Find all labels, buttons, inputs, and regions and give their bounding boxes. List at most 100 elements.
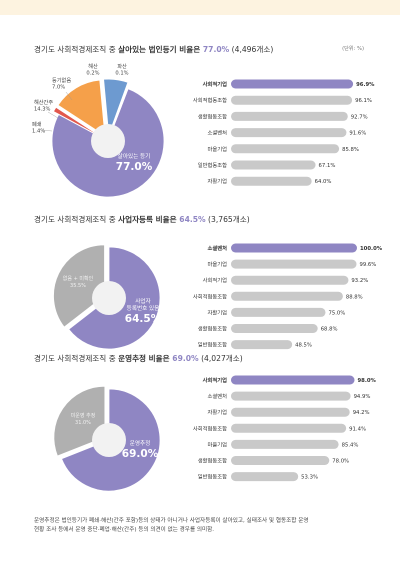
title-count: (4,496개소) [229, 45, 274, 54]
bar-value-label: 48.5% [295, 343, 312, 349]
pie-center-hole [92, 281, 126, 315]
bar [231, 340, 293, 350]
pie-slice [103, 78, 129, 136]
bar-category-label: 사회적기업 [203, 276, 227, 284]
slice-value-label: 35.5% [70, 283, 86, 289]
bar-category-label: 생활협동조합 [198, 112, 227, 120]
leader-line [47, 111, 59, 119]
slice-value-label: 69.0% [122, 448, 159, 460]
bar-category-label: 사회적협동조합 [193, 424, 227, 432]
title-count: (4,027개소) [198, 354, 243, 363]
title-prefix: 경기도 사회적경제조직 중 [34, 215, 119, 224]
slice-value-label: 64.5% [125, 313, 162, 325]
bar [231, 243, 357, 253]
bar-value-label: 75.0% [329, 310, 346, 316]
highlight-backdrop [171, 374, 231, 386]
bar-value-label: 85.4% [342, 442, 359, 448]
bar [231, 472, 299, 482]
bar-category-label: 일반협동조합 [198, 161, 227, 169]
bar-value-label: 92.7% [351, 114, 368, 120]
bar [231, 144, 340, 154]
title-percent: 69.0% [172, 354, 199, 363]
bar-value-label: 64.0% [315, 179, 332, 185]
bar-category-label: 사회적협동조합 [193, 292, 227, 300]
bar-value-label: 96.9% [356, 82, 375, 88]
pie-center-hole [92, 423, 126, 457]
unit-label: (단위: %) [342, 46, 364, 52]
bar [231, 79, 354, 89]
bar [231, 375, 355, 385]
bar-value-label: 98.0% [357, 378, 376, 384]
bar [231, 259, 357, 269]
slice-value-label: 0.2% [86, 71, 99, 77]
bar-category-label: 사회적기업 [203, 376, 227, 384]
bar-category-label: 일반협동조합 [198, 473, 227, 481]
bar-category-label: 생활협동조합 [198, 325, 227, 333]
slice-value-label: 14.3% [34, 107, 51, 113]
bar-value-label: 94.2% [353, 410, 370, 416]
bar-category-label: 생활협동조합 [198, 457, 227, 465]
footnote-line: 운영추정은 법인등기가 폐쇄·해산(간주 포함)등의 상태가 아니거나 사업자등… [34, 518, 309, 524]
title-percent: 77.0% [202, 45, 230, 54]
slice-value-label: 1.4% [32, 129, 45, 135]
bar [231, 307, 326, 317]
slice-value-label: 7.0% [52, 85, 65, 91]
slice-label: 등기없음 [52, 76, 71, 84]
top-band [0, 0, 400, 15]
bar-category-label: 자활기업 [208, 408, 228, 416]
slice-label: 해산 [88, 62, 98, 70]
bar [231, 160, 316, 170]
bar [231, 439, 339, 449]
pie-slice [109, 82, 131, 136]
bar [231, 456, 330, 465]
chart-title: 경기도 사회적경제조직 중 운영추정 비율은 69.0% (4,027개소) [34, 353, 243, 364]
bar-value-label: 96.1% [355, 98, 372, 104]
bar-category-label: 자활기업 [208, 177, 228, 185]
bar [231, 423, 347, 433]
bar [231, 128, 347, 138]
bar-category-label: 사회적협동조합 [193, 96, 227, 104]
chart-title: 경기도 사회적경제조직 중 살아있는 법인등기 비율은 77.0% (4,496… [34, 44, 273, 55]
bar-value-label: 88.8% [346, 294, 363, 300]
bar-category-label: 일반협동조합 [198, 341, 227, 349]
bar-category-label: 마을기업 [208, 440, 228, 448]
bar-value-label: 93.2% [351, 278, 368, 284]
bar-category-label: 소셜벤처 [208, 129, 228, 137]
slice-label: 등록번호 있음 [127, 304, 160, 312]
bar-category-label: 소셜벤처 [208, 244, 228, 252]
slice-label: 없음 + 미확인 [63, 275, 94, 282]
bar-value-label: 94.9% [354, 394, 371, 400]
bar [231, 407, 350, 417]
bar-value-label: 91.4% [349, 426, 366, 432]
highlight-backdrop [171, 78, 231, 90]
slice-value-label: 77.0% [116, 161, 153, 173]
bar-value-label: 53.3% [301, 475, 318, 481]
pie-slice [52, 106, 104, 139]
bar-category-label: 마을기업 [208, 145, 228, 153]
slice-label: 미운영 추정 [71, 412, 96, 419]
bar-category-label: 소셜벤처 [208, 392, 228, 400]
slice-label: 살아있는 등기 [118, 152, 151, 160]
bar [231, 111, 348, 121]
bar [231, 176, 312, 186]
bar-category-label: 사회적기업 [203, 80, 227, 88]
slice-value-label: 31.0% [75, 420, 91, 426]
pie-slice [53, 244, 105, 328]
title-bold: 살아있는 법인등기 비율은 [118, 45, 203, 54]
pie-slice [57, 79, 106, 137]
bar [231, 391, 351, 401]
title-bold: 운영추정 비율은 [118, 354, 173, 363]
pie-center-hole [91, 124, 125, 158]
slice-label: 해산간주 [34, 98, 53, 106]
bar-value-label: 100.0% [360, 246, 383, 252]
chart-title: 경기도 사회적경제조직 중 사업자등록 비율은 64.5% (3,765개소) [34, 214, 250, 225]
title-prefix: 경기도 사회적경제조직 중 [34, 354, 119, 363]
title-count: (3,765개소) [205, 215, 250, 224]
bar-value-label: 91.6% [349, 131, 366, 137]
